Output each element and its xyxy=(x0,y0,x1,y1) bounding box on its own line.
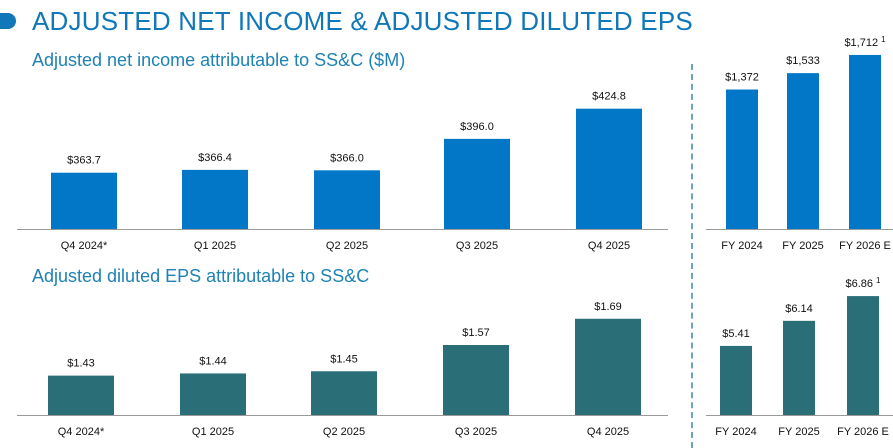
net-income-quarterly-value-label-4: $396.0 xyxy=(460,121,494,133)
net-income-annual-category-label-3: FY 2026 E xyxy=(839,240,891,252)
net-income-quarterly-category-label-1: Q4 2024* xyxy=(61,240,108,252)
net-income-annual-value-label-1: $1,372 xyxy=(725,72,759,84)
net-income-quarterly-bar-2 xyxy=(182,169,248,229)
eps-quarterly-category-label-2: Q1 2025 xyxy=(192,426,234,438)
net-income-annual-category-label-1: FY 2024 xyxy=(721,240,762,252)
eps-annual-bar-2 xyxy=(783,320,815,415)
net-income-section-title: Adjusted net income attributable to SS&C… xyxy=(32,50,406,70)
net-income-quarterly-bar-1 xyxy=(51,172,117,229)
net-income-quarterly-category-label-5: Q4 2025 xyxy=(588,240,630,252)
net-income-annual-bar-2 xyxy=(787,73,819,230)
eps-quarterly-value-label-4: $1.57 xyxy=(462,327,490,339)
eps-annual-bar-3 xyxy=(847,296,879,415)
net-income-quarterly-bar-3 xyxy=(314,170,380,229)
net-income-annual-value-label-3: $1,712 1 xyxy=(844,35,886,49)
net-income-quarterly-chart: $363.7 Q4 2024* $366.4 Q1 2025 $366.0 Q2 2025… xyxy=(17,91,668,252)
eps-quarterly-category-label-1: Q4 2024* xyxy=(58,426,105,438)
net-income-quarterly-value-label-1: $363.7 xyxy=(67,155,101,167)
net-income-quarterly-category-label-2: Q1 2025 xyxy=(194,240,236,252)
net-income-annual-footnote-3: 1 xyxy=(881,35,886,44)
title-accent-tab xyxy=(0,13,16,29)
eps-quarterly-value-label-1: $1.43 xyxy=(67,358,95,370)
eps-quarterly-bar-5 xyxy=(575,318,641,415)
eps-annual-category-label-1: FY 2024 xyxy=(715,426,756,438)
net-income-annual-value-label-2: $1,533 xyxy=(786,55,820,67)
eps-quarterly-bar-3 xyxy=(311,371,377,415)
net-income-annual-bar-1 xyxy=(726,89,758,229)
eps-annual-category-label-2: FY 2025 xyxy=(778,426,819,438)
eps-quarterly-category-label-3: Q2 2025 xyxy=(323,426,365,438)
net-income-quarterly-bar-4 xyxy=(444,138,510,229)
net-income-quarterly-category-label-3: Q2 2025 xyxy=(326,240,368,252)
eps-quarterly-bar-1 xyxy=(48,375,114,415)
eps-quarterly-value-label-3: $1.45 xyxy=(330,353,358,365)
eps-annual-category-label-3: FY 2026 E xyxy=(837,426,889,438)
net-income-annual-chart: $1,372 FY 2024 $1,533 FY 2025 $1,712 1 FY 2026… xyxy=(706,35,893,252)
eps-annual-chart: $5.41 FY 2024 $6.14 FY 2025 $6.86 1 FY 2026 E xyxy=(706,276,893,438)
eps-annual-bar-1 xyxy=(720,345,752,415)
net-income-quarterly-bar-5 xyxy=(576,108,642,229)
eps-quarterly-category-label-5: Q4 2025 xyxy=(587,426,629,438)
eps-quarterly-bar-4 xyxy=(443,345,509,415)
eps-annual-value-label-1: $5.41 xyxy=(722,328,750,340)
net-income-quarterly-value-label-3: $366.0 xyxy=(330,152,364,164)
net-income-annual-bar-3 xyxy=(849,54,881,229)
page-title: ADJUSTED NET INCOME & ADJUSTED DILUTED E… xyxy=(32,6,693,36)
net-income-quarterly-category-label-4: Q3 2025 xyxy=(456,240,498,252)
eps-quarterly-value-label-5: $1.69 xyxy=(594,301,622,313)
net-income-quarterly-value-label-2: $366.4 xyxy=(198,152,232,164)
eps-annual-value-label-3: $6.86 1 xyxy=(846,276,882,290)
eps-quarterly-category-label-4: Q3 2025 xyxy=(455,426,497,438)
eps-annual-value-label-2: $6.14 xyxy=(785,303,813,315)
eps-quarterly-bar-2 xyxy=(180,373,246,415)
eps-quarterly-chart: $1.43 Q4 2024* $1.44 Q1 2025 $1.45 Q2 2025 $1.… xyxy=(17,301,668,438)
eps-quarterly-value-label-2: $1.44 xyxy=(199,355,227,367)
eps-annual-footnote-3: 1 xyxy=(876,276,881,285)
net-income-quarterly-value-label-5: $424.8 xyxy=(592,91,626,103)
net-income-annual-category-label-2: FY 2025 xyxy=(782,240,823,252)
section-divider xyxy=(691,64,693,448)
eps-section-title: Adjusted diluted EPS attributable to SS&… xyxy=(32,266,370,286)
